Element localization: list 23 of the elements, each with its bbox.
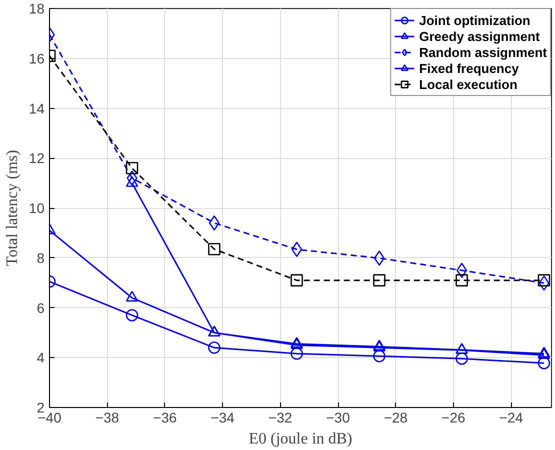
- x-tick-label: −26: [442, 410, 466, 426]
- legend-label: Greedy assignment: [419, 28, 540, 44]
- x-tick-label: −34: [210, 410, 235, 426]
- y-tick-label: 8: [36, 250, 45, 266]
- x-tick-label: −28: [384, 410, 408, 426]
- x-tick-label: −30: [326, 410, 350, 426]
- y-tick-label: 16: [28, 50, 45, 66]
- legend-label: Joint optimization: [419, 12, 530, 28]
- y-tick-label: 4: [36, 350, 45, 366]
- y-tick-label: 18: [28, 0, 45, 16]
- x-tick-label: −24: [499, 410, 524, 426]
- x-tick-label: −38: [95, 410, 120, 426]
- y-tick-label: 10: [28, 200, 45, 216]
- x-axis-title: E0 (joule in dB): [248, 430, 352, 448]
- y-tick-label: 12: [28, 150, 45, 166]
- legend-label: Local execution: [419, 76, 518, 92]
- x-tick-label: −36: [153, 410, 177, 426]
- legend-label: Random assignment: [419, 44, 547, 60]
- y-axis-title: Total latency (ms): [4, 150, 21, 266]
- legend-label: Fixed frequency: [419, 60, 519, 76]
- y-tick-label: 6: [36, 300, 45, 316]
- y-tick-label: 14: [28, 100, 45, 116]
- x-tick-label: −32: [268, 410, 292, 426]
